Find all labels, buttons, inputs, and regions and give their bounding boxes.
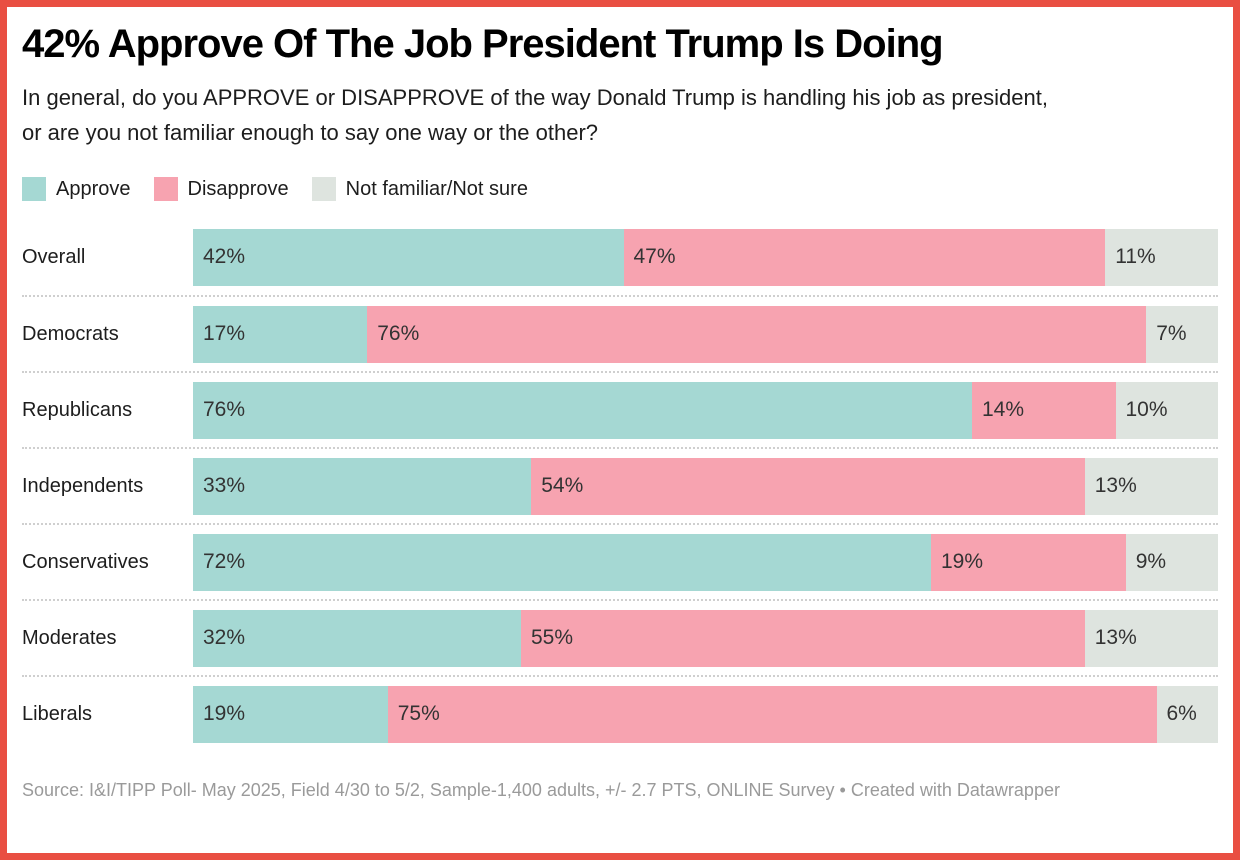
bar-value-label: 47% xyxy=(633,245,676,268)
category-label: Republicans xyxy=(22,398,133,421)
bar-chart-rows: Overall 42% 47% 11% Democrats 17% 76% 7% Republi… xyxy=(22,219,1218,751)
bar-segment-disapprove: 47% xyxy=(623,228,1106,286)
category-label: Independents xyxy=(22,474,144,497)
bar-value-label: 76% xyxy=(377,322,420,345)
bar-segment-not-familiar-not-sure: 9% xyxy=(1125,533,1218,591)
bar-segment-not-familiar-not-sure: 10% xyxy=(1115,381,1218,439)
bar-value-label: 55% xyxy=(531,626,574,649)
source-note: Source: I&I/TIPP Poll- May 2025, Field 4… xyxy=(22,780,1060,800)
stacked-bar: 76% 14% 10% xyxy=(193,381,1218,439)
bar-segment-approve: 19% xyxy=(193,685,388,743)
bar-value-label: 33% xyxy=(203,474,246,497)
legend-label: Disapprove xyxy=(187,177,289,200)
bar-segment-disapprove: 55% xyxy=(521,609,1085,667)
chart-subtitle: In general, do you APPROVE or DISAPPROVE… xyxy=(22,85,1048,145)
bar-value-label: 72% xyxy=(203,550,246,573)
bar-value-label: 42% xyxy=(203,245,246,268)
bar-value-label: 13% xyxy=(1094,626,1137,649)
bar-segment-approve: 32% xyxy=(193,609,521,667)
bar-value-label: 7% xyxy=(1156,322,1187,345)
chart-title: 42% Approve Of The Job President Trump I… xyxy=(22,22,944,66)
bar-segment-disapprove: 76% xyxy=(367,305,1147,363)
legend-item-disapprove: Disapprove xyxy=(153,177,289,201)
legend-label: Not familiar/Not sure xyxy=(345,177,528,200)
bar-value-label: 6% xyxy=(1166,702,1197,725)
bar-segment-approve: 42% xyxy=(193,228,624,286)
bar-segment-not-familiar-not-sure: 11% xyxy=(1105,228,1218,286)
bar-value-label: 11% xyxy=(1115,245,1156,268)
bar-segment-approve: 76% xyxy=(193,381,972,439)
bar-segment-approve: 17% xyxy=(193,305,368,363)
bar-value-label: 17% xyxy=(203,322,246,345)
bar-value-label: 76% xyxy=(203,398,246,421)
legend-swatch-not-familiar-not-sure xyxy=(311,177,336,201)
legend-swatch-approve xyxy=(22,177,46,201)
stacked-bar: 19% 75% 6% xyxy=(193,685,1218,743)
category-label: Moderates xyxy=(22,626,117,649)
bar-row-conservatives: Conservatives 72% 19% 9% xyxy=(22,523,1218,599)
stacked-bar: 42% 47% 11% xyxy=(193,228,1218,286)
bar-segment-approve: 33% xyxy=(193,457,532,515)
bar-segment-disapprove: 75% xyxy=(387,685,1157,743)
bar-row-moderates: Moderates 32% 55% 13% xyxy=(22,599,1218,675)
stacked-bar: 17% 76% 7% xyxy=(193,305,1218,363)
bar-segment-disapprove: 54% xyxy=(531,457,1085,515)
bar-row-democrats: Democrats 17% 76% 7% xyxy=(22,295,1218,371)
bar-value-label: 14% xyxy=(982,398,1025,421)
bar-segment-disapprove: 19% xyxy=(931,533,1126,591)
bar-value-label: 13% xyxy=(1094,474,1137,497)
bar-row-republicans: Republicans 76% 14% 10% xyxy=(22,371,1218,447)
bar-value-label: 54% xyxy=(541,474,584,497)
legend-item-not-familiar-not-sure: Not familiar/Not sure xyxy=(311,177,528,201)
bar-segment-not-familiar-not-sure: 13% xyxy=(1084,609,1218,667)
legend-item-approve: Approve xyxy=(22,177,131,201)
bar-segment-not-familiar-not-sure: 13% xyxy=(1084,457,1218,515)
bar-value-label: 9% xyxy=(1135,550,1167,573)
stacked-bar: 33% 54% 13% xyxy=(193,457,1218,515)
bar-value-label: 19% xyxy=(941,550,984,573)
bar-value-label: 10% xyxy=(1125,398,1168,421)
bar-row-liberals: Liberals 19% 75% 6% xyxy=(22,675,1218,751)
bar-segment-not-familiar-not-sure: 7% xyxy=(1146,305,1218,363)
bar-value-label: 32% xyxy=(203,626,246,649)
bar-row-overall: Overall 42% 47% 11% xyxy=(22,219,1218,295)
category-label: Liberals xyxy=(22,702,93,725)
bar-value-label: 19% xyxy=(203,702,246,725)
legend-swatch-disapprove xyxy=(153,177,178,201)
category-label: Democrats xyxy=(22,322,119,345)
bar-segment-approve: 72% xyxy=(193,533,931,591)
bar-row-independents: Independents 33% 54% 13% xyxy=(22,447,1218,523)
bar-segment-not-familiar-not-sure: 6% xyxy=(1156,685,1218,743)
bar-value-label: 75% xyxy=(397,702,440,725)
stacked-bar: 72% 19% 9% xyxy=(193,533,1218,591)
legend-label: Approve xyxy=(56,177,131,200)
stacked-bar: 32% 55% 13% xyxy=(193,609,1218,667)
category-label: Conservatives xyxy=(22,550,149,573)
category-label: Overall xyxy=(22,245,86,268)
legend: Approve Disapprove Not familiar/Not sure xyxy=(22,177,1218,201)
bar-segment-disapprove: 14% xyxy=(972,381,1116,439)
